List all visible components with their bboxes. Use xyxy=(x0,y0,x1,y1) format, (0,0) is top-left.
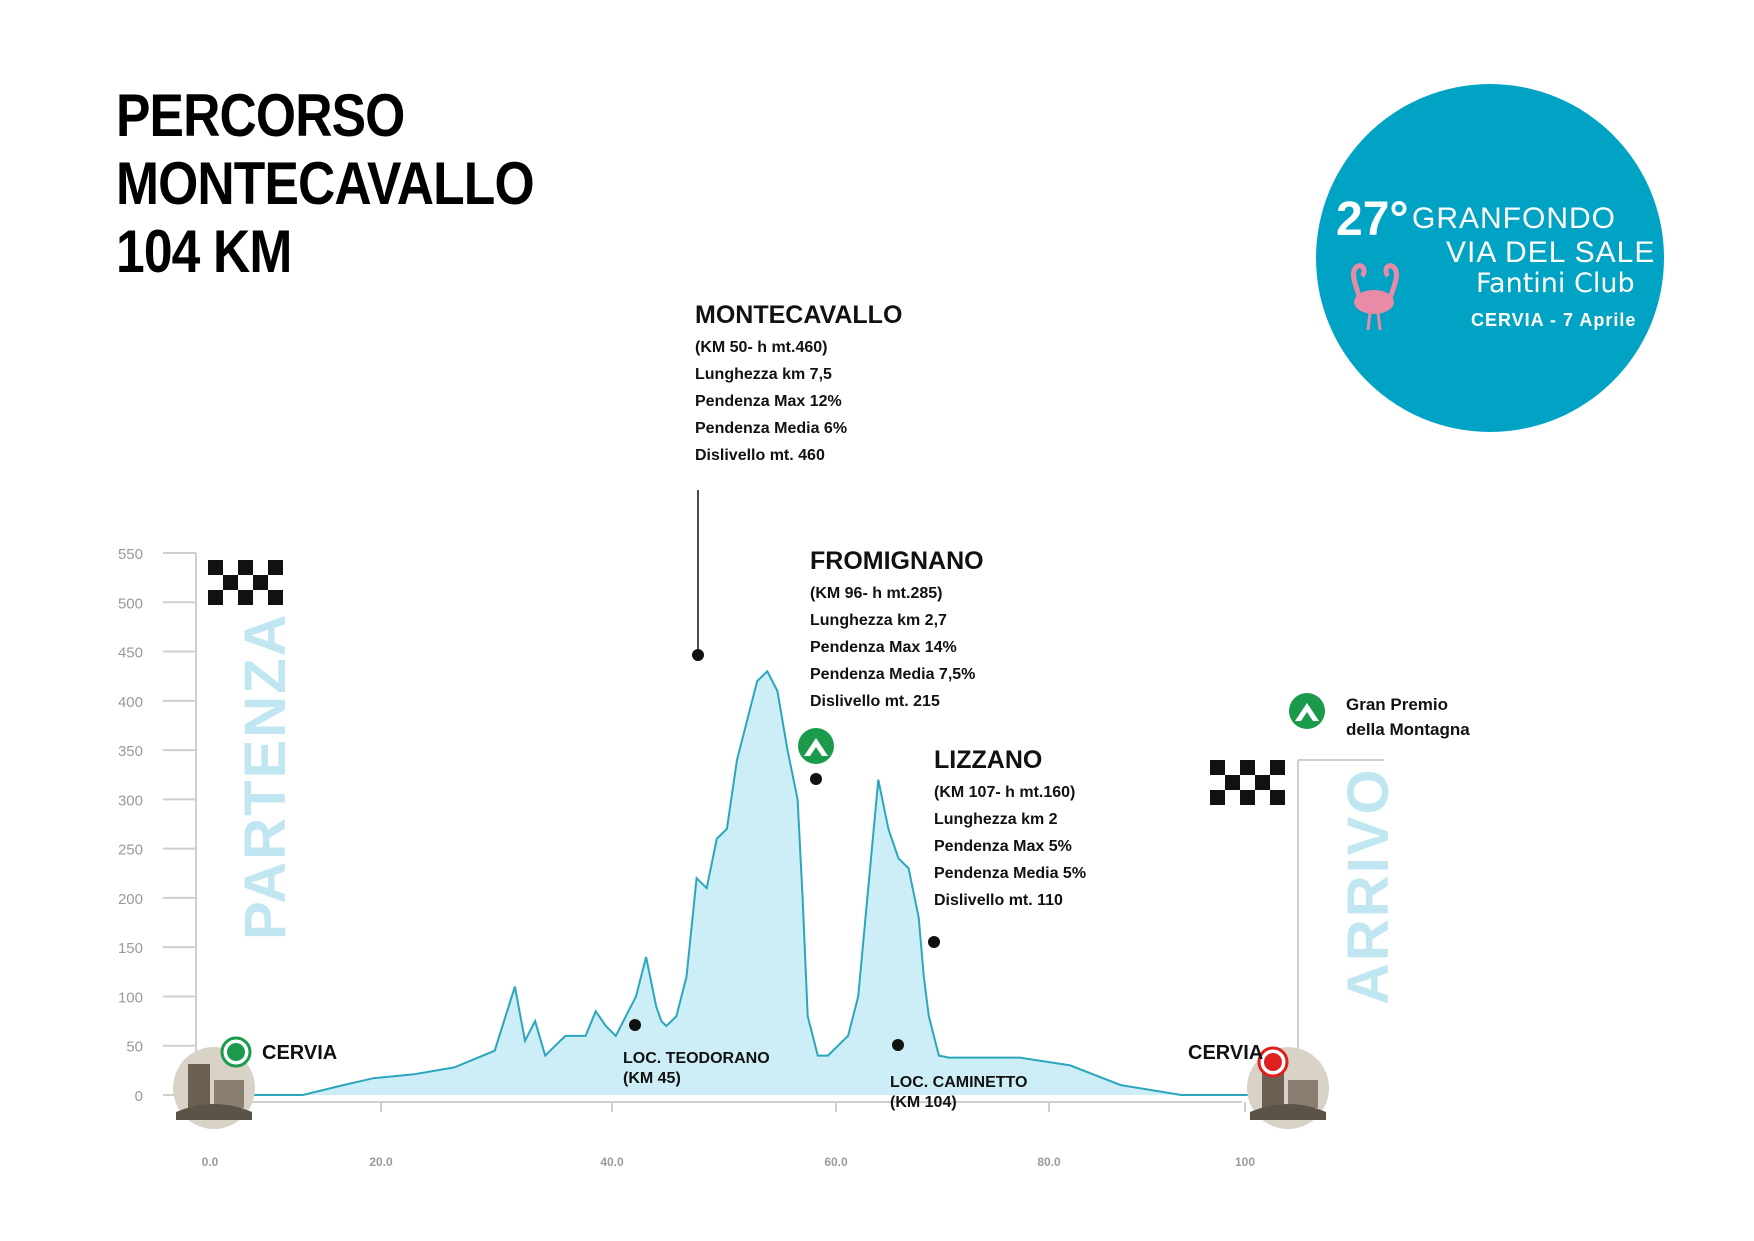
x-tick-label: 100 xyxy=(1235,1155,1255,1169)
start-marker-icon xyxy=(220,1036,252,1068)
y-tick-label: 500 xyxy=(118,595,143,612)
finish-checkered-flag-icon xyxy=(1210,760,1285,805)
climb-1-detail-3: Pendenza Max 12% xyxy=(695,393,842,410)
lizzano-summit-point xyxy=(928,936,940,948)
climb-2-name: FROMIGNANO xyxy=(810,547,984,575)
title-line-2: MONTECAVALLO xyxy=(116,150,535,217)
x-tick-label: 40.0 xyxy=(600,1155,624,1169)
y-tick-label: 200 xyxy=(118,891,143,908)
kom-triangle-icon xyxy=(798,728,834,764)
y-tick-label: 350 xyxy=(118,743,143,760)
climb-1-detail-5: Dislivello mt. 460 xyxy=(695,447,825,464)
start-label: PARTENZA xyxy=(233,613,298,940)
y-tick-label: 50 xyxy=(126,1039,143,1056)
legend-kom-icon xyxy=(1289,693,1325,729)
badge-line-1: GRANFONDO xyxy=(1412,202,1616,235)
y-tick-label: 400 xyxy=(118,694,143,711)
finish-city-label: CERVIA xyxy=(1188,1042,1263,1064)
climb-3-name: LIZZANO xyxy=(934,746,1042,774)
title-line-3: 104 KM xyxy=(116,218,292,285)
climb-2-detail-5: Dislivello mt. 215 xyxy=(810,693,940,710)
badge-line-4: CERVIA - 7 Aprile xyxy=(1471,310,1637,330)
y-tick-label: 250 xyxy=(118,842,143,859)
y-tick-label: 450 xyxy=(118,645,143,662)
title-line-1: PERCORSO xyxy=(116,82,405,149)
badge-edition: 27° xyxy=(1336,193,1409,246)
start-city-photo xyxy=(173,1047,255,1129)
x-ticks: 0.0 20.0 40.0 60.0 80.0 100 xyxy=(202,1102,1255,1169)
badge-line-2: VIA DEL SALE xyxy=(1446,236,1656,269)
teodorano-point xyxy=(629,1019,641,1031)
elevation-line xyxy=(212,669,1262,1096)
x-tick-label: 80.0 xyxy=(1037,1155,1061,1169)
page-title: PERCORSO MONTECAVALLO 104 KM xyxy=(116,82,535,286)
locality-2-line-2: (KM 104) xyxy=(890,1094,957,1111)
y-tick-label: 100 xyxy=(118,989,143,1006)
start-checkered-flag-icon xyxy=(208,560,283,605)
x-tick-label: 0.0 xyxy=(202,1155,219,1169)
climb-2-detail-4: Pendenza Media 7,5% xyxy=(810,666,975,683)
event-badge: 27° GRANFONDO VIA DEL SALE Fantini Club … xyxy=(1316,84,1664,432)
legend-line-2: della Montagna xyxy=(1346,720,1470,739)
flamingo-icon xyxy=(1351,263,1399,331)
climb-1-name: MONTECAVALLO xyxy=(695,301,902,329)
climb-3-detail-4: Pendenza Media 5% xyxy=(934,865,1086,882)
climb-2-detail-1: (KM 96- h mt.285) xyxy=(810,585,942,602)
y-tick-label: 150 xyxy=(118,940,143,957)
fromignano-summit-point xyxy=(810,773,822,785)
climb-2-detail-2: Lunghezza km 2,7 xyxy=(810,612,947,629)
montecavallo-summit-point xyxy=(692,649,704,661)
locality-2-line-1: LOC. CAMINETTO xyxy=(890,1074,1027,1091)
finish-marker-icon xyxy=(1257,1046,1289,1078)
locality-1-line-2: (KM 45) xyxy=(623,1070,681,1087)
climb-1-detail-1: (KM 50- h mt.460) xyxy=(695,339,827,356)
finish-label: ARRIVO xyxy=(1336,767,1401,1005)
locality-1-line-1: LOC. TEODORANO xyxy=(623,1050,770,1067)
x-tick-label: 20.0 xyxy=(369,1155,393,1169)
y-tick-label: 550 xyxy=(118,546,143,563)
climb-3-detail-3: Pendenza Max 5% xyxy=(934,838,1072,855)
climb-1-detail-4: Pendenza Media 6% xyxy=(695,420,847,437)
climb-3-detail-2: Lunghezza km 2 xyxy=(934,811,1058,828)
climb-3-detail-5: Dislivello mt. 110 xyxy=(934,892,1063,909)
elevation-area xyxy=(212,671,1262,1095)
legend-line-1: Gran Premio xyxy=(1346,695,1448,714)
climb-3-detail-1: (KM 107- h mt.160) xyxy=(934,784,1075,801)
x-tick-label: 60.0 xyxy=(824,1155,848,1169)
climb-1-detail-2: Lunghezza km 7,5 xyxy=(695,366,832,383)
climb-2-detail-3: Pendenza Max 14% xyxy=(810,639,957,656)
start-city-label: CERVIA xyxy=(262,1042,337,1064)
y-tick-label: 0 xyxy=(135,1088,143,1105)
y-tick-label: 300 xyxy=(118,792,143,809)
badge-line-3: Fantini Club xyxy=(1476,268,1635,299)
caminetto-point xyxy=(892,1039,904,1051)
